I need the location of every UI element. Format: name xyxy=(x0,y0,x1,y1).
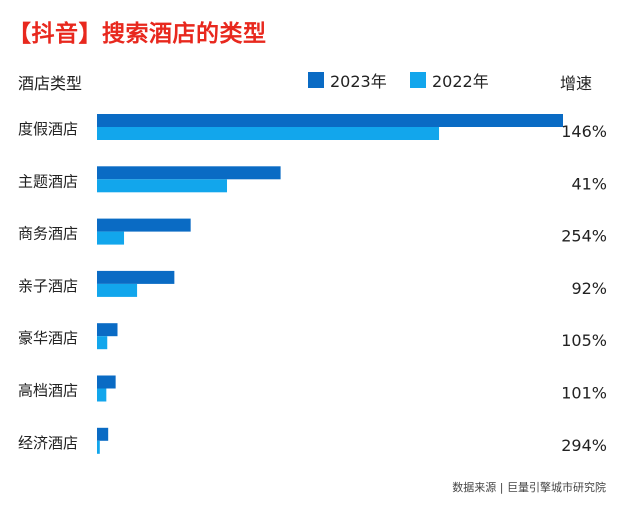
bar-2022-2 xyxy=(97,179,228,193)
legend-item-2022: 2022年 xyxy=(410,68,489,92)
legend-item-2023: 2023年 xyxy=(308,68,387,92)
growth-value-4: 92% xyxy=(571,279,607,298)
growth-value-6: 101% xyxy=(561,384,607,403)
legend-swatch-2022 xyxy=(410,72,426,88)
source-note: 数据来源 | 巨量引擎城市研究院 xyxy=(452,481,606,494)
bar-2022-5 xyxy=(97,336,108,350)
bar-2022-3 xyxy=(97,231,125,245)
legend-label-2022: 2022年 xyxy=(432,72,489,91)
bar-2023-4 xyxy=(97,270,175,284)
category-label-5: 豪华酒店 xyxy=(18,329,78,347)
growth-value-1: 146% xyxy=(561,122,607,141)
bar-2022-4 xyxy=(97,283,138,297)
category-label-2: 主题酒店 xyxy=(18,172,78,190)
bar-2023-2 xyxy=(97,166,281,180)
legend-label-2023: 2023年 xyxy=(330,72,387,91)
category-label-7: 经济酒店 xyxy=(18,434,78,452)
bar-2022-7 xyxy=(97,440,100,454)
legend-swatch-2023 xyxy=(308,72,324,88)
chart-title: 【抖音】搜索酒店的类型 xyxy=(8,21,267,47)
bar-2023-6 xyxy=(97,375,116,389)
bar-2022-1 xyxy=(97,127,440,140)
growth-value-7: 294% xyxy=(561,436,607,455)
growth-value-2: 41% xyxy=(571,174,607,193)
growth-column-header: 增速 xyxy=(560,74,593,93)
category-label-3: 商务酒店 xyxy=(18,225,78,243)
category-label-1: 度假酒店 xyxy=(18,120,78,138)
category-label-6: 高档酒店 xyxy=(18,382,78,400)
category-label-4: 亲子酒店 xyxy=(18,277,78,295)
growth-value-3: 254% xyxy=(561,227,607,246)
growth-value-5: 105% xyxy=(561,331,607,350)
bar-2022-6 xyxy=(97,388,107,402)
bar-2023-7 xyxy=(97,427,109,441)
bar-2023-3 xyxy=(97,218,191,232)
bar-2023-5 xyxy=(97,323,118,337)
bar-2023-1 xyxy=(97,114,563,127)
category-column-header: 酒店类型 xyxy=(18,74,83,93)
